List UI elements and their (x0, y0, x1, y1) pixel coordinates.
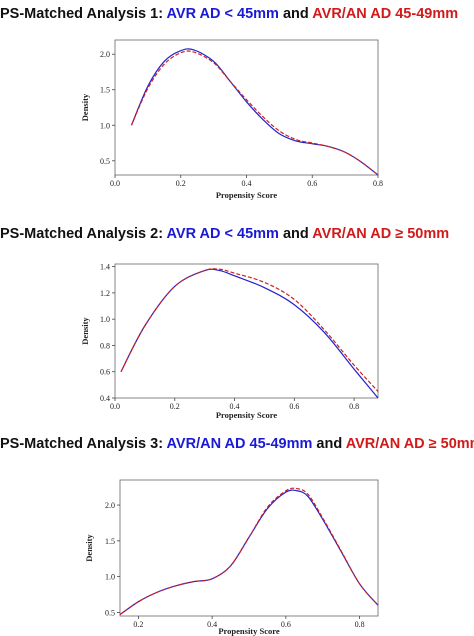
panel-1-title-prefix: PS-Matched Analysis 1: (0, 6, 167, 22)
panel-2-group-a: AVR AD < 45mm (166, 226, 279, 242)
y-axis-label: Density (84, 534, 94, 562)
x-tick-label: 0.0 (110, 179, 120, 188)
panel-2-title-prefix: PS-Matched Analysis 2: (0, 226, 167, 242)
y-tick-label: 0.5 (105, 608, 115, 617)
chart-1: 0.5 1.0 1.5 2.0 0.0 0.2 0.4 0.6 0.8 Propensity Sc… (80, 39, 383, 200)
series-a-line (120, 268, 379, 399)
series-b-line (120, 268, 379, 392)
y-tick-label: 1.5 (100, 86, 110, 95)
y-axis-label: Density (80, 317, 90, 345)
series-b-line (130, 50, 379, 176)
panel-1-group-b: AVR/AN AD 45-49mm (312, 6, 459, 22)
plot-frame (114, 39, 379, 176)
panel-3-title-prefix: PS-Matched Analysis 3: (0, 436, 167, 452)
panel-3-joiner: and (312, 436, 346, 452)
x-tick-label: 0.6 (289, 402, 299, 411)
series-b-line (119, 487, 379, 616)
x-tick-label: 0.8 (373, 179, 383, 188)
x-tick-label: 0.4 (207, 620, 217, 629)
y-tick-label: 1.0 (105, 573, 115, 582)
chart-3: 0.5 1.0 1.5 2.0 0.2 0.4 0.6 0.8 Propensity Score… (84, 479, 379, 636)
panel-3-group-b: AVR/AN AD ≥ 50mm (345, 436, 474, 452)
x-tick-label: 0.6 (281, 620, 291, 629)
panel-3-group-a: AVR/AN AD 45-49mm (166, 436, 313, 452)
y-tick-label: 0.5 (100, 157, 110, 166)
x-axis-label: Propensity Score (216, 190, 278, 200)
x-axis-label: Propensity Score (216, 410, 278, 420)
x-tick-label: 0.4 (242, 179, 252, 188)
panel-1-joiner: and (278, 6, 313, 22)
y-tick-label: 2.0 (100, 50, 110, 59)
y-tick-label: 2.0 (105, 501, 115, 510)
panel-2-title: PS-Matched Analysis 2: AVR AD < 45mm and… (0, 226, 449, 242)
y-tick-label: 1.5 (105, 537, 115, 546)
y-axis-label: Density (80, 93, 90, 121)
x-tick-label: 0.2 (176, 179, 186, 188)
y-tick-label: 1.4 (100, 263, 110, 272)
plot-frame (114, 263, 379, 399)
x-axis-label: Propensity Score (218, 626, 280, 636)
chart-2: 0.4 0.6 0.8 1.0 1.2 1.4 0.0 0.2 0.4 0.6 0.8 Propens… (80, 263, 379, 420)
y-tick-label: 0.8 (100, 341, 110, 350)
y-tick-label: 0.4 (100, 394, 110, 403)
panel-1-group-a: AVR AD < 45mm (166, 6, 279, 22)
x-tick-label: 0.2 (133, 620, 143, 629)
plot-frame (119, 479, 379, 617)
x-tick-label: 0.2 (170, 402, 180, 411)
y-tick-label: 1.2 (100, 289, 110, 298)
x-tick-label: 0.8 (355, 620, 365, 629)
x-tick-label: 0.6 (307, 179, 317, 188)
y-tick-label: 0.6 (100, 368, 110, 377)
y-tick-label: 1.0 (100, 315, 110, 324)
x-tick-label: 0.8 (349, 402, 359, 411)
series-a-line (119, 489, 379, 616)
series-a-line (130, 48, 379, 176)
y-tick-label: 1.0 (100, 121, 110, 130)
panel-1-title: PS-Matched Analysis 1: AVR AD < 45mm and… (0, 6, 458, 22)
x-tick-label: 0.4 (230, 402, 240, 411)
panel-3-title: PS-Matched Analysis 3: AVR/AN AD 45-49mm… (0, 436, 474, 452)
x-tick-label: 0.0 (110, 402, 120, 411)
panel-2-group-b: AVR/AN AD ≥ 50mm (312, 226, 450, 242)
panel-2-joiner: and (278, 226, 313, 242)
